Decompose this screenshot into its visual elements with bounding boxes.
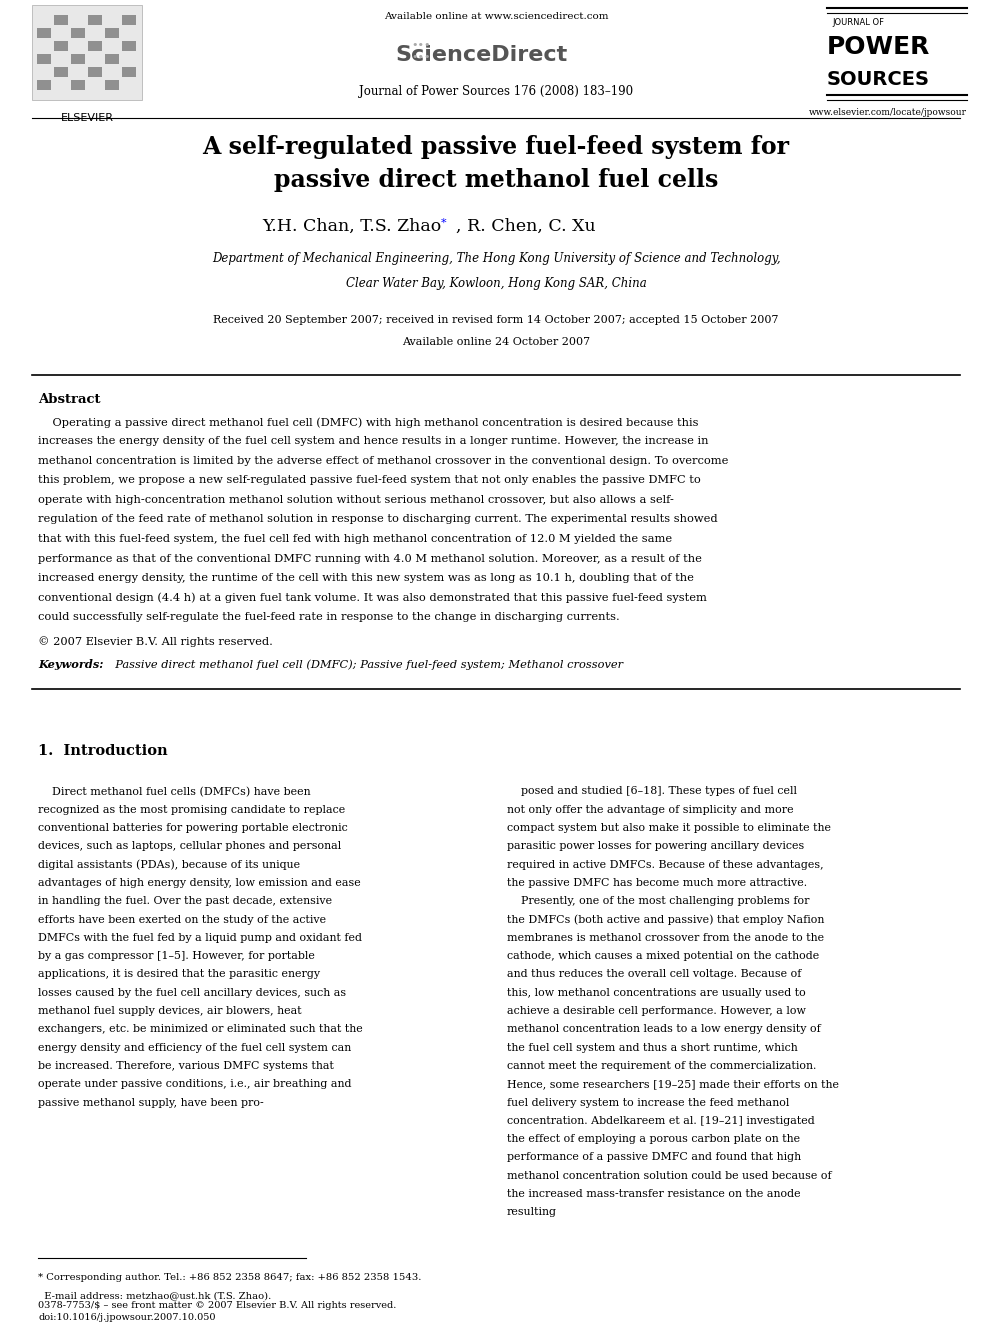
Text: the fuel cell system and thus a short runtime, which: the fuel cell system and thus a short ru… [507,1043,798,1053]
Text: *: * [441,218,446,228]
Text: energy density and efficiency of the fuel cell system can: energy density and efficiency of the fue… [38,1043,351,1053]
Text: JOURNAL OF: JOURNAL OF [832,19,884,26]
FancyBboxPatch shape [54,41,68,52]
FancyBboxPatch shape [88,67,102,77]
Text: passive methanol supply, have been pro-: passive methanol supply, have been pro- [38,1098,264,1107]
Text: Presently, one of the most challenging problems for: Presently, one of the most challenging p… [507,896,809,906]
FancyBboxPatch shape [37,28,51,38]
Text: increased energy density, the runtime of the cell with this new system was as lo: increased energy density, the runtime of… [38,573,693,583]
FancyBboxPatch shape [88,41,102,52]
Text: methanol concentration solution could be used because of: methanol concentration solution could be… [507,1171,831,1181]
Text: operate under passive conditions, i.e., air breathing and: operate under passive conditions, i.e., … [38,1080,351,1089]
Text: advantages of high energy density, low emission and ease: advantages of high energy density, low e… [38,878,361,888]
Text: applications, it is desired that the parasitic energy: applications, it is desired that the par… [38,970,320,979]
Text: DMFCs with the fuel fed by a liquid pump and oxidant fed: DMFCs with the fuel fed by a liquid pump… [38,933,362,943]
Text: Y.H. Chan, T.S. Zhao: Y.H. Chan, T.S. Zhao [262,218,441,235]
Text: operate with high-concentration methanol solution without serious methanol cross: operate with high-concentration methanol… [38,495,674,505]
FancyBboxPatch shape [37,54,51,64]
Text: , R. Chen, C. Xu: , R. Chen, C. Xu [456,218,595,235]
Text: posed and studied [6–18]. These types of fuel cell: posed and studied [6–18]. These types of… [507,786,797,796]
Text: doi:10.1016/j.jpowsour.2007.10.050: doi:10.1016/j.jpowsour.2007.10.050 [38,1312,215,1322]
Text: * Corresponding author. Tel.: +86 852 2358 8647; fax: +86 852 2358 1543.: * Corresponding author. Tel.: +86 852 23… [38,1273,422,1282]
Text: not only offer the advantage of simplicity and more: not only offer the advantage of simplici… [507,804,794,815]
FancyBboxPatch shape [88,15,102,25]
Text: increases the energy density of the fuel cell system and hence results in a long: increases the energy density of the fuel… [38,437,708,446]
Text: cannot meet the requirement of the commercialization.: cannot meet the requirement of the comme… [507,1061,816,1072]
Text: that with this fuel-feed system, the fuel cell fed with high methanol concentrat: that with this fuel-feed system, the fue… [38,534,673,544]
Text: •••
•••: ••• ••• [412,40,431,62]
Text: compact system but also make it possible to eliminate the: compact system but also make it possible… [507,823,831,833]
Text: Abstract: Abstract [38,393,100,406]
FancyBboxPatch shape [71,79,85,90]
Text: Keywords:: Keywords: [38,659,103,671]
FancyBboxPatch shape [105,79,119,90]
FancyBboxPatch shape [37,79,51,90]
Text: the passive DMFC has become much more attractive.: the passive DMFC has become much more at… [507,878,807,888]
Text: Hence, some researchers [19–25] made their efforts on the: Hence, some researchers [19–25] made the… [507,1080,839,1089]
Text: A self-regulated passive fuel-feed system for
passive direct methanol fuel cells: A self-regulated passive fuel-feed syste… [202,135,790,193]
Text: resulting: resulting [507,1208,557,1217]
Text: efforts have been exerted on the study of the active: efforts have been exerted on the study o… [38,914,326,925]
Text: Clear Water Bay, Kowloon, Hong Kong SAR, China: Clear Water Bay, Kowloon, Hong Kong SAR,… [345,277,647,290]
Text: E-mail address: metzhao@ust.hk (T.S. Zhao).: E-mail address: metzhao@ust.hk (T.S. Zha… [38,1291,271,1301]
Text: Available online 24 October 2007: Available online 24 October 2007 [402,337,590,347]
FancyBboxPatch shape [105,54,119,64]
Text: POWER: POWER [827,34,930,60]
Text: the increased mass-transfer resistance on the anode: the increased mass-transfer resistance o… [507,1189,801,1199]
Text: performance of a passive DMFC and found that high: performance of a passive DMFC and found … [507,1152,802,1163]
Text: Journal of Power Sources 176 (2008) 183–190: Journal of Power Sources 176 (2008) 183–… [359,85,633,98]
Text: SOURCES: SOURCES [827,70,930,89]
Text: by a gas compressor [1–5]. However, for portable: by a gas compressor [1–5]. However, for … [38,951,314,962]
FancyBboxPatch shape [54,15,68,25]
Text: fuel delivery system to increase the feed methanol: fuel delivery system to increase the fee… [507,1098,790,1107]
Text: methanol fuel supply devices, air blowers, heat: methanol fuel supply devices, air blower… [38,1005,302,1016]
FancyBboxPatch shape [71,28,85,38]
Text: methanol concentration leads to a low energy density of: methanol concentration leads to a low en… [507,1024,820,1035]
Text: Available online at www.sciencedirect.com: Available online at www.sciencedirect.co… [384,12,608,21]
Text: 0378-7753/$ – see front matter © 2007 Elsevier B.V. All rights reserved.: 0378-7753/$ – see front matter © 2007 El… [38,1301,397,1310]
Text: could successfully self-regulate the fuel-feed rate in response to the change in: could successfully self-regulate the fue… [38,613,620,622]
Text: exchangers, etc. be minimized or eliminated such that the: exchangers, etc. be minimized or elimina… [38,1024,363,1035]
Text: be increased. Therefore, various DMFC systems that: be increased. Therefore, various DMFC sy… [38,1061,334,1072]
Text: and thus reduces the overall cell voltage. Because of: and thus reduces the overall cell voltag… [507,970,802,979]
Text: devices, such as laptops, cellular phones and personal: devices, such as laptops, cellular phone… [38,841,341,852]
FancyBboxPatch shape [122,15,136,25]
Text: Direct methanol fuel cells (DMFCs) have been: Direct methanol fuel cells (DMFCs) have … [38,786,310,796]
Text: losses caused by the fuel cell ancillary devices, such as: losses caused by the fuel cell ancillary… [38,988,346,998]
FancyBboxPatch shape [122,67,136,77]
Text: recognized as the most promising candidate to replace: recognized as the most promising candida… [38,804,345,815]
Text: the DMFCs (both active and passive) that employ Nafion: the DMFCs (both active and passive) that… [507,914,824,925]
FancyBboxPatch shape [105,28,119,38]
Text: membranes is methanol crossover from the anode to the: membranes is methanol crossover from the… [507,933,824,943]
FancyBboxPatch shape [32,5,142,101]
Text: regulation of the feed rate of methanol solution in response to discharging curr: regulation of the feed rate of methanol … [38,515,717,524]
FancyBboxPatch shape [71,54,85,64]
Text: conventional design (4.4 h) at a given fuel tank volume. It was also demonstrate: conventional design (4.4 h) at a given f… [38,593,707,603]
Text: www.elsevier.com/locate/jpowsour: www.elsevier.com/locate/jpowsour [809,108,967,116]
Text: methanol concentration is limited by the adverse effect of methanol crossover in: methanol concentration is limited by the… [38,456,728,466]
Text: Department of Mechanical Engineering, The Hong Kong University of Science and Te: Department of Mechanical Engineering, Th… [211,251,781,265]
Text: achieve a desirable cell performance. However, a low: achieve a desirable cell performance. Ho… [507,1005,806,1016]
Text: parasitic power losses for powering ancillary devices: parasitic power losses for powering anci… [507,841,805,852]
Text: 1.  Introduction: 1. Introduction [38,745,168,758]
FancyBboxPatch shape [54,67,68,77]
FancyBboxPatch shape [122,41,136,52]
Text: Operating a passive direct methanol fuel cell (DMFC) with high methanol concentr: Operating a passive direct methanol fuel… [38,417,698,427]
Text: this, low methanol concentrations are usually used to: this, low methanol concentrations are us… [507,988,806,998]
Text: digital assistants (PDAs), because of its unique: digital assistants (PDAs), because of it… [38,860,301,871]
Text: cathode, which causes a mixed potential on the cathode: cathode, which causes a mixed potential … [507,951,819,962]
Text: © 2007 Elsevier B.V. All rights reserved.: © 2007 Elsevier B.V. All rights reserved… [38,636,273,647]
Text: the effect of employing a porous carbon plate on the: the effect of employing a porous carbon … [507,1134,801,1144]
Text: in handling the fuel. Over the past decade, extensive: in handling the fuel. Over the past deca… [38,896,332,906]
Text: this problem, we propose a new self-regulated passive fuel-feed system that not : this problem, we propose a new self-regu… [38,475,700,486]
Text: ELSEVIER: ELSEVIER [61,112,113,123]
Text: ScienceDirect: ScienceDirect [395,45,567,65]
Text: conventional batteries for powering portable electronic: conventional batteries for powering port… [38,823,348,833]
Text: Passive direct methanol fuel cell (DMFC); Passive fuel-feed system; Methanol cro: Passive direct methanol fuel cell (DMFC)… [108,659,623,669]
Text: performance as that of the conventional DMFC running with 4.0 M methanol solutio: performance as that of the conventional … [38,553,702,564]
Text: required in active DMFCs. Because of these advantages,: required in active DMFCs. Because of the… [507,860,823,869]
Text: concentration. Abdelkareem et al. [19–21] investigated: concentration. Abdelkareem et al. [19–21… [507,1115,814,1126]
Text: Received 20 September 2007; received in revised form 14 October 2007; accepted 1: Received 20 September 2007; received in … [213,315,779,325]
